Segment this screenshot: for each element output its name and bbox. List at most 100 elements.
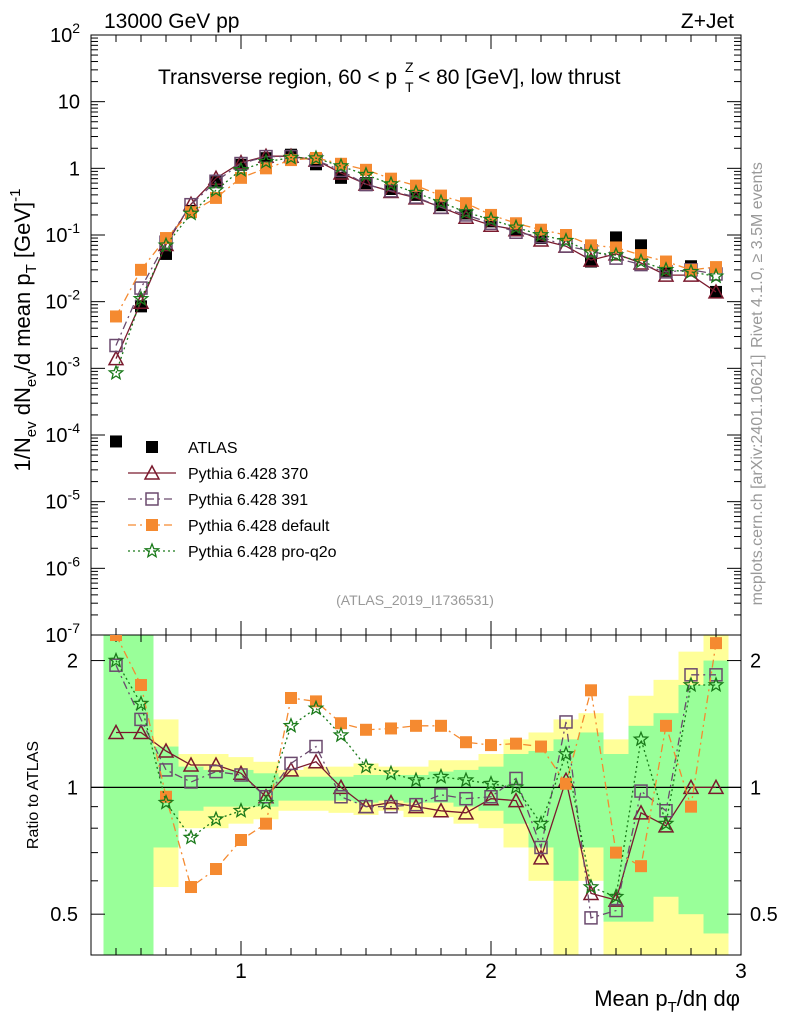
legend-entry-pythia-6-428-default: Pythia 6.428 default: [128, 518, 330, 535]
point-atlas: [610, 231, 622, 244]
ratio-point-pythia-6-428-pro-q2o: [657, 814, 675, 831]
point-atlas: [110, 435, 122, 448]
ratio-point-pythia-6-428-pro-q2o: [382, 764, 400, 781]
ratio-point-pythia-6-428-default: [560, 777, 572, 790]
legend-entry-atlas: ATLAS: [146, 440, 238, 457]
ratio-point-pythia-6-428-pro-q2o: [557, 745, 575, 762]
ratio-point-pythia-6-428-default: [660, 719, 672, 732]
ratio-point-pythia-6-428-391: [134, 712, 148, 727]
svg-text:Transverse region, 60 < p: Transverse region, 60 < p: [158, 66, 397, 89]
ratio-point-pythia-6-428-default: [710, 637, 722, 650]
legend-entry-pythia-6-428-370: Pythia 6.428 370: [128, 464, 308, 483]
ratio-point-pythia-6-428-default: [360, 723, 372, 736]
ratio-point-pythia-6-428-pro-q2o: [357, 757, 375, 774]
ratio-point-pythia-6-428-370: [207, 756, 225, 772]
point-pythia-6-428-pro-q2o: [607, 246, 625, 263]
ratio-band-green: [528, 750, 554, 848]
ratio-point-pythia-6-428-391: [434, 788, 448, 802]
ratio-uncertainty-bands: [103, 635, 729, 955]
point-pythia-6-428-391: [209, 174, 223, 189]
ratio-point-pythia-6-428-370: [457, 804, 475, 820]
ratio-point-pythia-6-428-pro-q2o: [107, 651, 125, 668]
x-tick-label: 3: [735, 960, 747, 983]
legend-label: Pythia 6.428 391: [188, 492, 308, 509]
ratio-point-pythia-6-428-default: [485, 739, 497, 752]
point-pythia-6-428-pro-q2o: [532, 226, 550, 243]
ratio-point-pythia-6-428-pro-q2o: [457, 771, 475, 788]
ratio-point-pythia-6-428-391: [334, 790, 348, 804]
ratio-point-pythia-6-428-default: [110, 635, 122, 641]
point-pythia-6-428-370: [582, 251, 600, 267]
point-pythia-6-428-pro-q2o: [182, 204, 200, 221]
mcplots-reference-label: mcplots.cern.ch [arXiv:2401.10621]: [749, 355, 766, 606]
ratio-series-group: [107, 635, 725, 925]
ratio-y-tick-label-right: 1: [750, 777, 761, 799]
ratio-point-pythia-6-428-default: [435, 719, 447, 732]
point-pythia-6-428-pro-q2o: [107, 364, 125, 381]
ratio-point-pythia-6-428-default: [210, 863, 222, 876]
point-pythia-6-428-391: [109, 338, 123, 353]
point-pythia-6-428-pro-q2o: [357, 166, 375, 182]
point-pythia-6-428-pro-q2o: [457, 203, 475, 220]
ratio-y-tick-label-left: 2: [67, 651, 78, 673]
point-pythia-6-428-default: [460, 197, 472, 210]
series-line-pythia-6-428-pro-q2o: [115, 156, 717, 374]
ratio-point-pythia-6-428-pro-q2o: [407, 771, 425, 788]
legend: ATLAS Pythia 6.428 370 Pythia 6.428 391 Pyt…: [128, 440, 337, 561]
point-pythia-6-428-pro-q2o: [582, 243, 600, 260]
main-y-tick-label: 102: [50, 20, 80, 47]
ratio-axes: 1 2 3 0.5 0.5 1 1 2 2: [50, 635, 778, 983]
x-axis-label: Mean pT/dη dφ: [594, 986, 740, 1016]
analysis-id-label: (ATLAS_2019_I1736531): [336, 592, 494, 608]
main-y-tick-label: 1: [69, 158, 80, 180]
header-energy-label: 13000 GeV pp: [104, 10, 239, 33]
ratio-point-pythia-6-428-pro-q2o: [707, 676, 725, 693]
ratio-point-pythia-6-428-391: [359, 799, 373, 814]
point-pythia-6-428-pro-q2o: [507, 218, 525, 235]
ratio-point-pythia-6-428-default: [135, 678, 147, 691]
ratio-point-pythia-6-428-pro-q2o: [182, 828, 200, 845]
ratio-point-pythia-6-428-391: [159, 763, 173, 777]
ratio-band-green: [578, 732, 604, 848]
ratio-point-pythia-6-428-370: [107, 723, 125, 740]
point-pythia-6-428-default: [510, 217, 522, 230]
ratio-point-pythia-6-428-370: [382, 794, 400, 810]
series-pythia-6-428-default: [110, 151, 722, 323]
main-y-tick-label: 10-1: [45, 220, 80, 247]
ratio-line-pythia-6-428-pro-q2o: [115, 660, 716, 898]
point-pythia-6-428-pro-q2o: [157, 236, 175, 253]
main-y-tick-label: 10-7: [45, 620, 80, 647]
ratio-band-green: [228, 769, 254, 807]
ratio-point-pythia-6-428-pro-q2o: [482, 775, 500, 791]
ratio-point-pythia-6-428-391: [709, 668, 723, 682]
point-pythia-6-428-pro-q2o: [557, 231, 575, 248]
point-pythia-6-428-pro-q2o: [432, 193, 450, 210]
ratio-point-pythia-6-428-391: [609, 903, 623, 918]
point-pythia-6-428-default: [135, 263, 147, 276]
ratio-point-pythia-6-428-391: [109, 658, 123, 672]
ratio-point-pythia-6-428-default: [685, 800, 697, 813]
ratio-band-green: [703, 660, 729, 934]
ratio-series-pythia-6-428-default: [110, 635, 722, 894]
header-process-label: Z+Jet: [681, 10, 734, 33]
ratio-band-green: [103, 635, 129, 955]
ratio-point-pythia-6-428-370: [182, 756, 200, 772]
ratio-point-pythia-6-428-370: [432, 802, 450, 818]
ratio-point-pythia-6-428-default: [335, 717, 347, 730]
legend-label: Pythia 6.428 pro-q2o: [188, 544, 337, 561]
ratio-point-pythia-6-428-default: [510, 737, 522, 750]
point-pythia-6-428-pro-q2o: [257, 153, 275, 169]
point-pythia-6-428-pro-q2o: [282, 148, 300, 165]
ratio-point-pythia-6-428-391: [634, 784, 648, 798]
ratio-band-green: [303, 776, 329, 801]
ratio-point-pythia-6-428-pro-q2o: [232, 802, 250, 818]
point-pythia-6-428-pro-q2o: [657, 261, 675, 277]
ratio-line-pythia-6-428-391: [115, 664, 716, 919]
ratio-point-pythia-6-428-pro-q2o: [207, 810, 225, 827]
ratio-point-pythia-6-428-pro-q2o: [282, 717, 300, 733]
ratio-band-green: [278, 776, 304, 801]
ratio-point-pythia-6-428-391: [584, 911, 598, 925]
ratio-point-pythia-6-428-391: [484, 790, 498, 804]
point-pythia-6-428-391: [359, 177, 373, 192]
